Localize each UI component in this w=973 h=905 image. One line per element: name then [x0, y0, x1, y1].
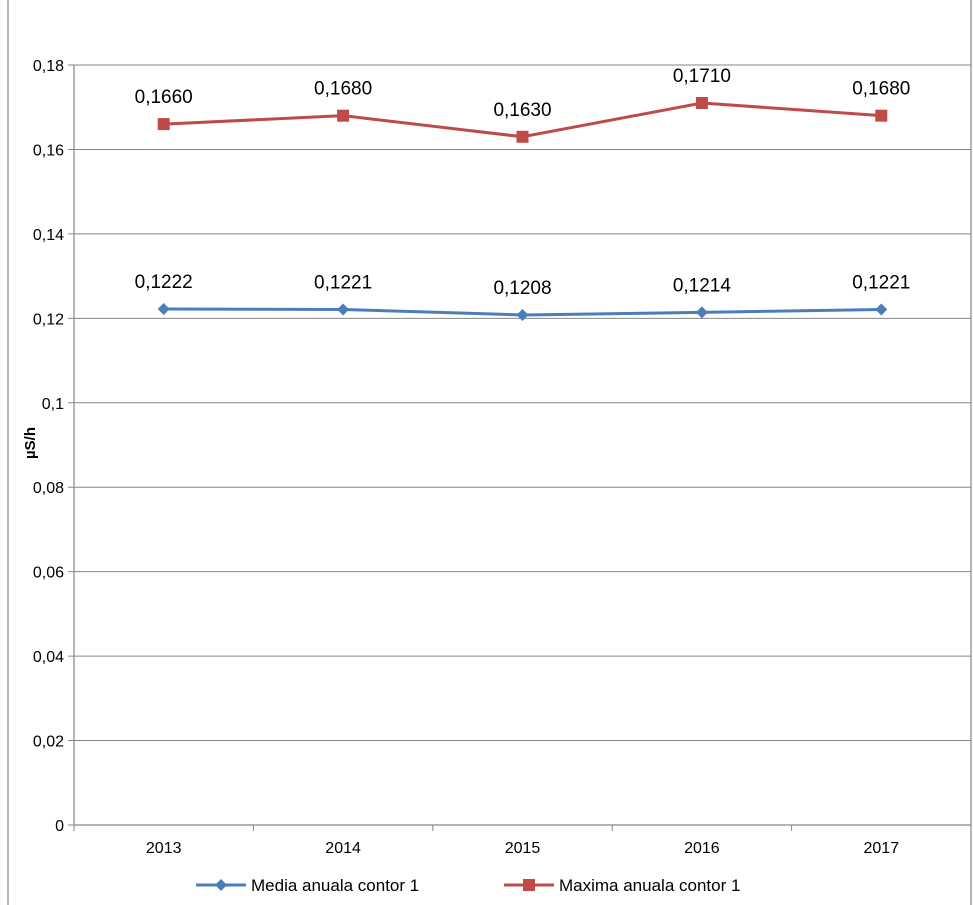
data-label: 0,1680: [852, 79, 910, 100]
legend-label: Maxima anuala contor 1: [559, 876, 740, 895]
data-label: 0,1221: [852, 272, 910, 293]
y-tick-label: 0,12: [33, 311, 64, 328]
y-tick-label: 0,08: [33, 480, 64, 497]
data-point-marker: [337, 109, 350, 122]
chart-border: [7, 0, 972, 905]
axes: 0 0,02 0,04 0,06 0,08 0,1 0,12 0,14 0,16 0,18 2013…: [33, 58, 972, 857]
data-point-marker: [695, 97, 708, 109]
x-tick-label: 2014: [325, 840, 361, 857]
x-tick-label: 2013: [146, 840, 182, 857]
data-point-marker: [157, 118, 170, 131]
data-label: 0,1208: [493, 278, 551, 299]
x-tick-label: 2015: [505, 840, 541, 857]
y-tick-label: 0,18: [33, 58, 64, 75]
data-label: 0,1221: [314, 272, 372, 293]
data-point-marker: [695, 306, 708, 319]
y-tick-label: 0,14: [33, 227, 64, 244]
data-point-marker: [337, 303, 350, 316]
data-label: 0,1660: [135, 87, 193, 108]
y-tick-label: 0,06: [33, 565, 64, 582]
data-point-marker: [875, 303, 888, 316]
data-label: 0,1680: [314, 79, 372, 100]
y-tick-label: 0,1: [42, 396, 64, 413]
data-label: 0,1710: [673, 66, 731, 87]
legend-marker: [215, 879, 227, 891]
data-point-marker: [157, 303, 170, 316]
legend: Media anuala contor 1 Maxima anuala conto…: [196, 876, 740, 895]
data-point-marker: [875, 109, 888, 122]
legend-marker: [523, 879, 535, 891]
y-tick-label: 0: [55, 818, 64, 835]
data-point-marker: [516, 308, 529, 321]
legend-label: Media anuala contor 1: [251, 876, 419, 895]
data-label: 0,1222: [135, 272, 193, 293]
data-labels: 0,1222 0,1221 0,1208 0,1214 0,1221 0,1660 0,16…: [135, 66, 911, 299]
data-label: 0,1214: [673, 275, 732, 296]
x-tick-label: 2016: [684, 840, 720, 857]
y-axis-title: µS/h: [22, 427, 39, 459]
y-tick-label: 0,16: [33, 142, 64, 159]
y-tick-label: 0,04: [33, 649, 64, 666]
y-tick-label: 0,02: [33, 734, 64, 751]
data-point-marker: [516, 130, 529, 143]
x-tick-label: 2017: [864, 840, 900, 857]
series: [157, 97, 888, 321]
data-label: 0,1630: [493, 100, 551, 121]
